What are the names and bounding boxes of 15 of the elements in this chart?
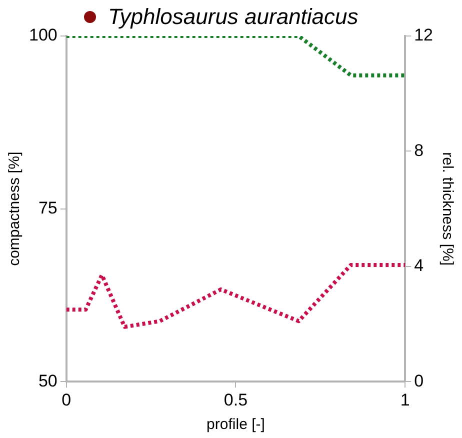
y-tick-label: 50 <box>38 371 58 390</box>
x-tick-label: 0 <box>62 390 72 410</box>
y2-tick-label: 4 <box>414 256 424 276</box>
y2-tick-label: 12 <box>414 26 434 45</box>
x-axis-title: profile [-] <box>206 416 265 434</box>
y-axis-title: compactness [%] <box>6 152 24 266</box>
y-tick-label: 100 <box>28 26 58 45</box>
x-tick-label: 1 <box>400 390 410 410</box>
y2-tick-label: 8 <box>414 140 424 160</box>
line-series <box>66 262 406 329</box>
y2-tick-label: 0 <box>414 371 424 390</box>
chart-title: Typhlosaurus aurantiacus <box>108 4 358 30</box>
y2-axis-title: rel. thickness [%] <box>438 152 456 266</box>
x-tick-label: 0.5 <box>224 390 248 410</box>
y-tick-label: 75 <box>38 198 58 218</box>
